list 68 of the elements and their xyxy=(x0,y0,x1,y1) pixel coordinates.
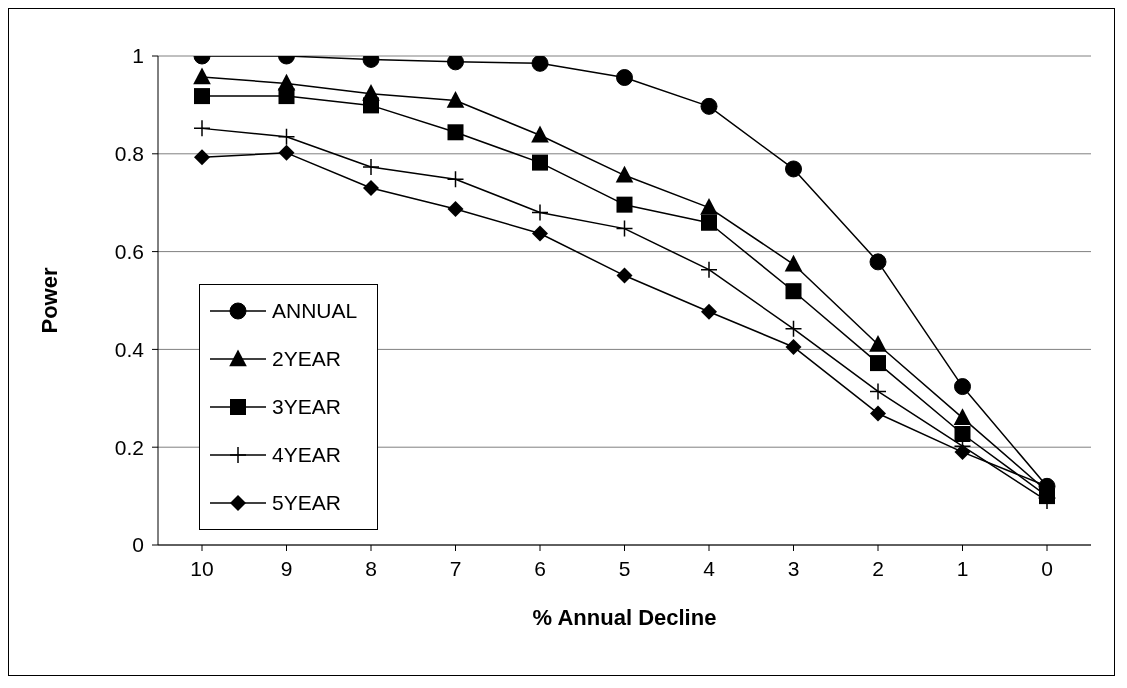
x-tick-label: 3 xyxy=(787,556,800,580)
point xyxy=(277,127,296,146)
point xyxy=(785,160,802,178)
point xyxy=(193,119,211,138)
x-tick-label: 0 xyxy=(1041,556,1053,580)
point xyxy=(278,144,295,161)
point xyxy=(531,203,549,222)
point xyxy=(278,88,295,105)
point xyxy=(869,253,887,271)
y-tick-label: 0.6 xyxy=(114,240,144,264)
point xyxy=(954,426,971,442)
x-tick-label: 5 xyxy=(618,556,631,580)
point xyxy=(954,444,971,461)
point xyxy=(870,355,886,372)
y-axis-title: Power xyxy=(36,267,62,334)
point xyxy=(616,267,633,284)
y-tick-label: 0.4 xyxy=(114,337,145,361)
point xyxy=(869,382,887,401)
x-tick-label: 7 xyxy=(449,556,462,580)
point xyxy=(446,170,465,188)
point xyxy=(363,97,379,114)
point xyxy=(701,303,717,320)
point xyxy=(615,219,634,238)
point xyxy=(701,214,717,231)
y-tick-label: 1 xyxy=(132,44,144,68)
legend-label: ANNUAL xyxy=(272,299,358,323)
point xyxy=(194,149,210,166)
point xyxy=(362,158,380,176)
y-tick-label: 0.2 xyxy=(114,435,144,459)
point xyxy=(532,225,548,242)
point xyxy=(531,125,549,143)
x-tick-label: 1 xyxy=(956,556,969,580)
point xyxy=(447,201,464,218)
point xyxy=(447,56,464,71)
point xyxy=(700,260,718,279)
point xyxy=(954,378,971,396)
point xyxy=(531,56,549,72)
legend-label: 3YEAR xyxy=(272,395,341,419)
x-tick-label: 8 xyxy=(365,556,377,580)
point xyxy=(616,196,633,213)
point xyxy=(532,154,548,171)
point xyxy=(785,283,802,300)
point xyxy=(700,197,718,215)
x-tick-label: 6 xyxy=(534,556,546,580)
legend-label: 5YEAR xyxy=(272,491,341,515)
point xyxy=(953,408,972,426)
y-tick-label: 0 xyxy=(132,533,144,557)
point xyxy=(700,97,718,115)
x-axis-title: % Annual Decline xyxy=(532,605,717,630)
point xyxy=(870,405,886,422)
x-tick-label: 2 xyxy=(872,556,884,580)
point xyxy=(446,90,465,108)
point xyxy=(784,254,803,272)
point xyxy=(193,67,211,85)
point xyxy=(363,180,379,197)
x-tick-label: 10 xyxy=(190,556,214,580)
y-tick-label: 0.8 xyxy=(114,142,144,166)
point xyxy=(615,165,634,183)
point xyxy=(447,124,464,141)
point xyxy=(616,69,633,87)
legend-label: 4YEAR xyxy=(272,443,341,467)
point xyxy=(869,334,887,352)
point xyxy=(194,88,210,105)
x-tick-label: 9 xyxy=(280,556,293,580)
legend-label: 2YEAR xyxy=(272,347,341,371)
point xyxy=(784,320,803,338)
x-tick-label: 4 xyxy=(703,556,716,580)
point xyxy=(785,338,802,355)
